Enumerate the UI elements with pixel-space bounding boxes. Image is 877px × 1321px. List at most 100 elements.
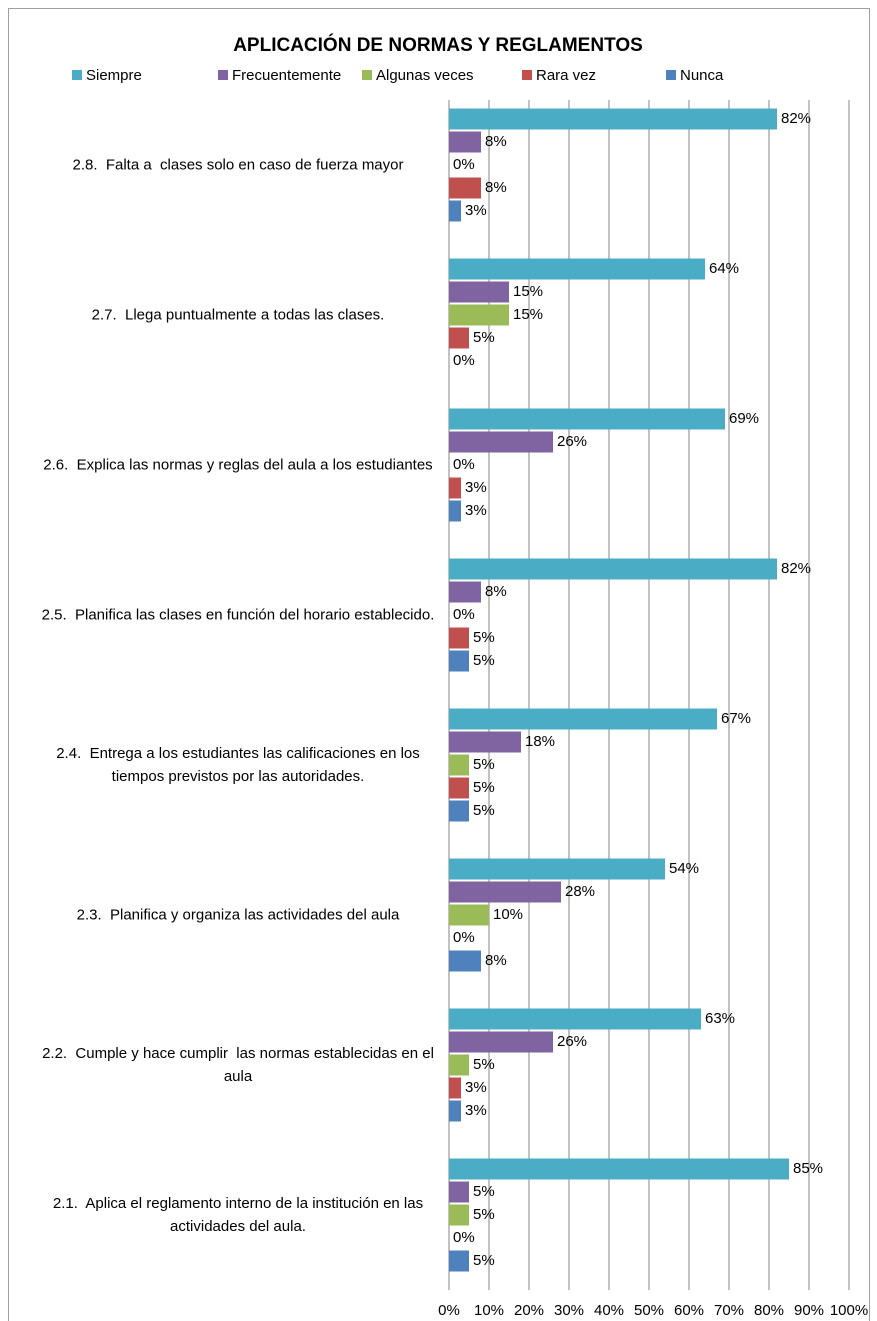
bar: [449, 904, 489, 926]
bar: [449, 881, 561, 903]
bar: [449, 777, 469, 799]
bar: [449, 431, 553, 453]
bar: [449, 558, 777, 580]
value-label: 67%: [721, 710, 751, 727]
category-label: 2.4. Entrega a los estudiantes las calif…: [56, 745, 424, 785]
category-label: 2.2. Cumple y hace cumplir las normas es…: [42, 1045, 439, 1085]
bar: [449, 627, 469, 649]
value-label: 8%: [485, 179, 507, 196]
value-label: 0%: [453, 456, 475, 473]
value-label: 5%: [473, 1206, 495, 1223]
legend-swatch: [522, 70, 532, 80]
bar: [449, 1204, 469, 1226]
bar: [449, 281, 509, 303]
value-label: 5%: [473, 1252, 495, 1269]
value-label: 3%: [465, 502, 487, 519]
value-label: 26%: [557, 433, 587, 450]
bar: [449, 650, 469, 672]
value-label: 0%: [453, 606, 475, 623]
legend-label: Algunas veces: [376, 67, 474, 84]
chart-frame: [8, 8, 870, 1321]
x-tick-label: 50%: [634, 1302, 664, 1319]
x-tick-label: 40%: [594, 1302, 624, 1319]
value-label: 5%: [473, 802, 495, 819]
x-tick-label: 60%: [674, 1302, 704, 1319]
bar: [449, 500, 461, 522]
bar: [449, 800, 469, 822]
value-label: 8%: [485, 583, 507, 600]
bar: [449, 200, 461, 222]
x-tick-label: 70%: [714, 1302, 744, 1319]
legend-label: Siempre: [86, 67, 142, 84]
value-label: 5%: [473, 652, 495, 669]
value-label: 28%: [565, 883, 595, 900]
x-tick-label: 10%: [474, 1302, 504, 1319]
value-label: 85%: [793, 1160, 823, 1177]
legend-label: Nunca: [680, 67, 724, 84]
value-label: 3%: [465, 202, 487, 219]
category-label: 2.1. Aplica el reglamento interno de la …: [52, 1195, 428, 1235]
category-label: 2.7. Llega puntualmente a todas las clas…: [91, 306, 385, 324]
value-label: 5%: [473, 1056, 495, 1073]
x-tick-label: 30%: [554, 1302, 584, 1319]
legend-swatch: [362, 70, 372, 80]
bar: [449, 1181, 469, 1203]
legend-swatch: [218, 70, 228, 80]
value-label: 8%: [485, 133, 507, 150]
bar: [449, 1100, 461, 1122]
chart-title: APLICACIÓN DE NORMAS Y REGLAMENTOS: [233, 34, 643, 56]
value-label: 5%: [473, 779, 495, 796]
value-label: 5%: [473, 629, 495, 646]
value-label: 0%: [453, 929, 475, 946]
bar: [449, 1008, 701, 1030]
value-label: 82%: [781, 560, 811, 577]
value-label: 0%: [453, 352, 475, 369]
x-tick-label: 20%: [514, 1302, 544, 1319]
value-label: 3%: [465, 1079, 487, 1096]
bar: [449, 1250, 469, 1272]
bar: [449, 708, 717, 730]
legend-swatch: [666, 70, 676, 80]
x-tick-label: 100%: [830, 1302, 868, 1319]
bar: [449, 304, 509, 326]
category-label: 2.6. Explica las normas y reglas del aul…: [43, 456, 433, 474]
value-label: 0%: [453, 156, 475, 173]
bar: [449, 177, 481, 199]
category-label: 2.3. Planifica y organiza las actividade…: [76, 906, 400, 924]
x-tick-label: 90%: [794, 1302, 824, 1319]
value-label: 82%: [781, 110, 811, 127]
bar: [449, 1158, 789, 1180]
bar: [449, 408, 725, 430]
value-label: 10%: [493, 906, 523, 923]
value-label: 5%: [473, 329, 495, 346]
value-label: 18%: [525, 733, 555, 750]
value-label: 15%: [513, 306, 543, 323]
value-label: 26%: [557, 1033, 587, 1050]
x-tick-label: 0%: [438, 1302, 460, 1319]
bar: [449, 108, 777, 130]
bar: [449, 131, 481, 153]
bar: [449, 258, 705, 280]
bar: [449, 581, 481, 603]
value-label: 64%: [709, 260, 739, 277]
bar: [449, 1077, 461, 1099]
value-label: 3%: [465, 479, 487, 496]
value-label: 69%: [729, 410, 759, 427]
bar: [449, 327, 469, 349]
value-label: 63%: [705, 1010, 735, 1027]
value-label: 8%: [485, 952, 507, 969]
legend-label: Rara vez: [536, 67, 596, 84]
category-label: 2.8. Falta a clases solo en caso de fuer…: [72, 156, 404, 174]
x-tick-label: 80%: [754, 1302, 784, 1319]
value-label: 15%: [513, 283, 543, 300]
value-label: 3%: [465, 1102, 487, 1119]
value-label: 0%: [453, 1229, 475, 1246]
value-label: 5%: [473, 756, 495, 773]
bar: [449, 950, 481, 972]
value-label: 54%: [669, 860, 699, 877]
legend-swatch: [72, 70, 82, 80]
legend-label: Frecuentemente: [232, 67, 341, 84]
bar: [449, 754, 469, 776]
